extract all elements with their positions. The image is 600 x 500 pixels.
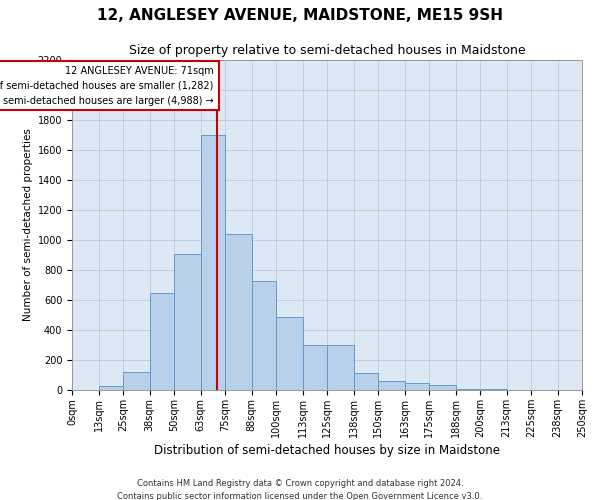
Bar — [302, 345, 327, 390]
Text: 12 ANGLESEY AVENUE: 71sqm
← 20% of semi-detached houses are smaller (1,282)
79% : 12 ANGLESEY AVENUE: 71sqm ← 20% of semi-… — [0, 66, 214, 106]
Bar — [429, 385, 455, 390]
Bar — [200, 135, 225, 390]
Text: Contains HM Land Registry data © Crown copyright and database right 2024.
Contai: Contains HM Land Registry data © Crown c… — [118, 480, 482, 500]
Bar — [480, 389, 506, 390]
Bar — [251, 280, 276, 390]
Bar — [276, 316, 302, 390]
Bar — [225, 234, 251, 390]
Bar — [98, 386, 123, 390]
Bar — [123, 372, 149, 390]
Text: 12, ANGLESEY AVENUE, MAIDSTONE, ME15 9SH: 12, ANGLESEY AVENUE, MAIDSTONE, ME15 9SH — [97, 8, 503, 22]
Bar — [174, 254, 200, 390]
Bar — [404, 383, 429, 390]
Title: Size of property relative to semi-detached houses in Maidstone: Size of property relative to semi-detach… — [128, 44, 526, 58]
Bar — [378, 381, 404, 390]
Bar — [455, 388, 480, 390]
Bar — [327, 345, 353, 390]
X-axis label: Distribution of semi-detached houses by size in Maidstone: Distribution of semi-detached houses by … — [154, 444, 500, 457]
Bar — [149, 292, 174, 390]
Bar — [353, 373, 378, 390]
Y-axis label: Number of semi-detached properties: Number of semi-detached properties — [23, 128, 34, 322]
